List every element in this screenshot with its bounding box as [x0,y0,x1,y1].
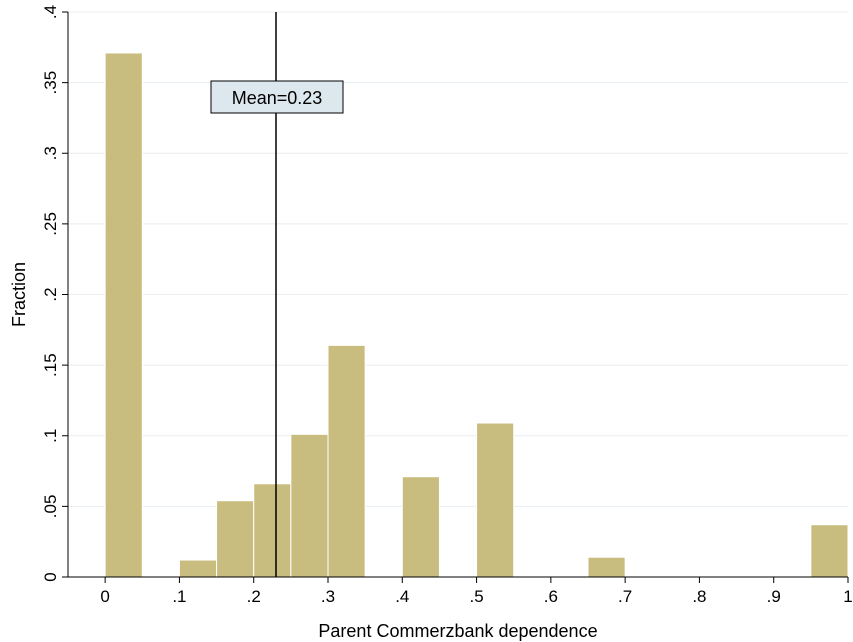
histogram-bar [810,524,849,578]
histogram-bar [327,344,366,578]
histogram-bar [216,500,255,578]
mean-annotation-box [210,80,344,114]
y-tick-label: .25 [41,212,60,236]
histogram-bar [178,559,218,578]
x-tick-label: 1 [843,587,852,606]
histogram-bars [104,52,849,578]
x-tick-label: .4 [395,587,409,606]
y-tick-label: .05 [41,495,60,519]
histogram-bar [290,433,329,578]
x-tick-label: 0 [100,587,109,606]
mean-annotation-label: Mean=0.23 [232,88,323,108]
y-tick-label: .15 [41,353,60,377]
y-tick-label: .35 [41,71,60,95]
y-axis-title: Fraction [9,262,29,327]
histogram-bar [401,476,440,578]
mean-marker: Mean=0.23 [210,12,344,577]
grid-lines [68,11,848,507]
x-tick-label: .6 [544,587,558,606]
y-tick-label: .1 [41,429,60,443]
x-tick-label: .2 [247,587,261,606]
x-tick-label: .3 [321,587,335,606]
histogram-bar [104,52,143,578]
histogram-bar [587,556,626,578]
y-tick-label: .3 [41,146,60,160]
x-tick-label: .5 [469,587,483,606]
x-tick-label: .8 [692,587,706,606]
axes: 0 .1 .2 .3 .4 .5 .6 .7 .8 .9 1 0 .05 .1 .15 .2 .25 .3 .35.… [41,5,853,606]
x-tick-label: .7 [618,587,632,606]
x-axis-title: Parent Commerzbank dependence [318,621,597,641]
y-tick-label: 0 [41,572,60,581]
x-tick-label: .9 [767,587,781,606]
histogram-bar [253,483,292,578]
x-tick-label: .1 [172,587,186,606]
y-tick-label: .4 [41,5,60,19]
histogram-bar [476,422,515,578]
y-tick-label: .2 [41,287,60,301]
